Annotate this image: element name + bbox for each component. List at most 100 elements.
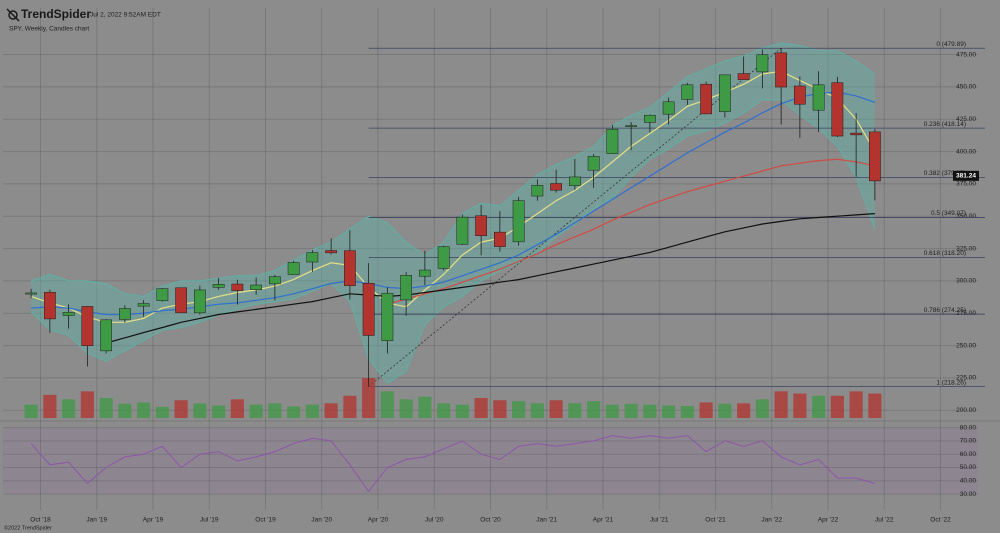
last-price-label: 381.24: [956, 173, 976, 180]
candle: [287, 260, 300, 275]
candle-body: [681, 84, 694, 100]
volume-bar: [118, 403, 132, 418]
y-tick-label: 200.00: [956, 407, 976, 414]
candle: [794, 76, 806, 138]
candle: [475, 204, 487, 256]
timestamp: Jul 2, 2022 9:52AM EDT: [90, 12, 161, 19]
fib-label: 0.786 (274.25): [924, 307, 966, 314]
candle-body: [662, 101, 675, 115]
volume-bar: [437, 403, 451, 418]
candle-body: [737, 73, 750, 80]
fib-label: 0 (479.89): [936, 41, 966, 48]
x-tick-label: Apr '21: [593, 517, 614, 524]
fib-label: 1 (218.26): [936, 379, 966, 386]
candle-body: [419, 269, 431, 277]
fib-label: 0.382 (379.95): [924, 170, 966, 177]
candle-body: [812, 84, 825, 111]
candle: [456, 214, 469, 246]
candle-body: [381, 292, 394, 341]
candle-body: [100, 319, 112, 352]
candle: [587, 154, 600, 188]
last-price-box: [953, 170, 979, 181]
x-tick-label: Apr '22: [818, 517, 839, 524]
volume-bar: [849, 391, 863, 418]
candle: [737, 56, 750, 80]
candle-body: [644, 114, 656, 123]
volume-bar: [699, 402, 713, 418]
candle: [569, 159, 581, 190]
candle-body: [850, 132, 862, 136]
y-tick-label: 300.00: [956, 278, 976, 285]
candle: [700, 81, 712, 115]
rsi-tick-label: 30.00: [960, 491, 977, 498]
volume-bar: [418, 396, 432, 418]
candle: [81, 306, 94, 367]
candle-body: [269, 276, 281, 285]
candle-body: [456, 216, 469, 245]
volume-bar: [343, 395, 357, 418]
y-tick-label: 275.00: [956, 310, 976, 317]
y-tick-label: 375.00: [956, 181, 976, 188]
y-tick-label: 225.00: [956, 375, 976, 382]
candle: [437, 245, 450, 271]
volume-bar: [80, 391, 94, 418]
logo-mark: [6, 8, 20, 22]
candle-body: [550, 183, 562, 191]
volume-bar: [512, 401, 526, 418]
volume-bar: [718, 403, 732, 418]
fib-label: 0.236 (418.14): [924, 121, 966, 128]
rsi-tick-label: 50.00: [960, 464, 977, 471]
y-tick-label: 350.00: [956, 213, 976, 220]
rsi-tick-label: 40.00: [960, 478, 977, 485]
volume-bar: [212, 405, 226, 418]
candle-body: [512, 200, 525, 243]
band-line: [30, 42, 876, 297]
logo: TrendSpider: [21, 7, 91, 21]
moving-average: [31, 91, 876, 316]
volume-bar: [399, 399, 413, 418]
candle-body: [25, 292, 37, 295]
volume-bar: [868, 393, 882, 418]
volume-bar: [830, 395, 844, 418]
volume-bar: [62, 399, 76, 418]
candle-body: [756, 54, 769, 73]
candle-body: [287, 262, 300, 275]
volume-bar: [568, 403, 582, 418]
candle-body: [569, 176, 581, 186]
candle-body: [475, 215, 487, 237]
volume-bar: [287, 406, 301, 418]
candle: [512, 196, 525, 246]
candle-body: [325, 250, 337, 254]
rsi-line: [30, 435, 876, 493]
band-line: [30, 99, 876, 384]
x-tick-label: Jul '19: [200, 517, 219, 524]
volume-bar: [624, 403, 638, 418]
trend-line: [368, 47, 782, 387]
candle-body: [231, 283, 244, 291]
candle-body: [869, 131, 881, 182]
candle: [269, 274, 281, 301]
volume-bar: [549, 400, 563, 418]
candle: [231, 279, 244, 305]
candle-body: [344, 250, 356, 286]
volume-bar: [793, 393, 807, 418]
volume-bar: [193, 403, 207, 418]
candle: [119, 305, 131, 323]
y-tick-label: 400.00: [956, 148, 976, 155]
candle: [869, 129, 881, 201]
y-tick-label: 450.00: [956, 84, 976, 91]
volume-bar: [774, 391, 788, 418]
x-tick-label: Jul '22: [875, 517, 894, 524]
candle-body: [250, 284, 262, 290]
rsi-tick-label: 60.00: [960, 451, 977, 458]
x-tick-label: Jan '20: [311, 517, 332, 524]
candle: [212, 278, 225, 290]
volume-bar: [680, 406, 694, 418]
candle: [306, 250, 319, 272]
candle: [344, 230, 356, 300]
volume-bar: [43, 394, 57, 418]
candle-body: [306, 252, 319, 263]
volume-bar: [174, 400, 188, 418]
candle-body: [437, 246, 450, 269]
